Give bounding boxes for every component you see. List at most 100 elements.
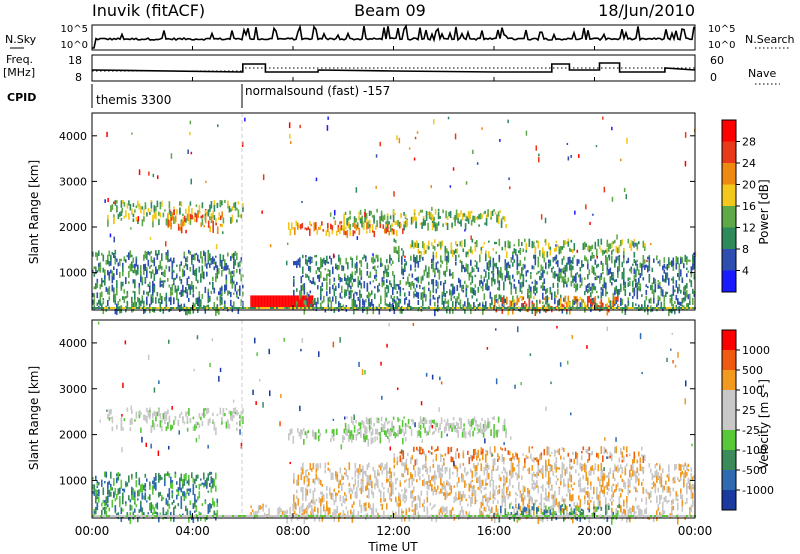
echo-cell	[530, 453, 532, 460]
echo-cell	[464, 483, 466, 488]
echo-cell	[257, 505, 260, 513]
echo-cell	[600, 291, 603, 299]
echo-cell	[548, 259, 550, 263]
echo-cell	[572, 307, 574, 309]
echo-cell	[372, 280, 375, 283]
echo-cell	[611, 255, 613, 263]
echo-cell	[452, 271, 454, 278]
echo-cell	[614, 239, 616, 244]
echo-cell	[444, 279, 447, 284]
power-colorbar-label: Power [dB]	[757, 179, 771, 244]
echo-cell	[503, 303, 505, 306]
echo-cell	[326, 258, 328, 264]
echo-cell	[242, 416, 244, 425]
echo-cell	[615, 246, 618, 253]
echo-cell	[216, 202, 219, 209]
echo-cell	[357, 511, 360, 516]
echo-cell	[219, 262, 222, 267]
echo-cell	[128, 307, 130, 309]
echo-cell	[680, 289, 682, 294]
echo-cell	[309, 221, 311, 225]
echo-cell	[236, 427, 238, 431]
echo-cell	[318, 515, 321, 522]
echo-cell	[165, 473, 168, 476]
echo-cell	[221, 260, 223, 267]
echo-cell	[180, 261, 183, 266]
echo-cell	[106, 131, 108, 138]
echo-cell	[112, 307, 114, 309]
echo-cell	[292, 227, 295, 230]
echo-cell	[476, 298, 478, 302]
echo-cell	[494, 211, 497, 215]
echo-cell	[531, 458, 534, 462]
echo-cell	[321, 496, 324, 502]
echo-cell	[421, 222, 423, 229]
echo-cell	[194, 510, 196, 513]
echo-cell	[514, 307, 516, 309]
echo-cell	[362, 257, 364, 260]
echo-cell	[518, 239, 520, 247]
echo-cell	[668, 308, 670, 316]
echo-cell	[186, 480, 189, 484]
echo-cell	[366, 495, 369, 498]
echo-cell	[134, 264, 136, 269]
echo-cell	[581, 279, 583, 286]
echo-cell	[387, 487, 390, 492]
echo-cell	[448, 307, 450, 309]
echo-cell	[131, 296, 133, 304]
echo-cell	[173, 210, 175, 214]
echo-cell	[572, 303, 574, 307]
echo-cell	[498, 304, 501, 309]
echo-cell	[372, 266, 375, 270]
echo-cell	[431, 223, 434, 231]
echo-cell	[488, 240, 490, 243]
echo-cell	[531, 281, 534, 284]
echo-cell	[119, 488, 121, 494]
echo-cell	[455, 301, 457, 310]
echo-cell	[207, 419, 210, 426]
echo-cell	[315, 177, 318, 182]
echo-cell	[651, 267, 654, 273]
echo-cell	[608, 245, 610, 252]
echo-cell	[591, 302, 594, 307]
echo-cell	[360, 506, 363, 513]
echo-cell	[438, 491, 441, 495]
echo-cell	[349, 230, 352, 236]
echo-cell	[618, 244, 621, 249]
echo-cell	[458, 477, 460, 483]
echo-cell	[467, 211, 470, 219]
echo-cell	[332, 284, 334, 290]
echo-cell	[585, 257, 588, 262]
echo-cell	[179, 292, 181, 295]
echo-cell	[167, 422, 169, 429]
echo-cell	[452, 283, 454, 291]
echo-cell	[590, 307, 592, 309]
echo-cell	[93, 293, 96, 299]
echo-cell	[327, 507, 330, 516]
echo-cell	[513, 259, 516, 263]
echo-cell	[653, 277, 655, 284]
echo-cell	[132, 515, 135, 520]
echo-cell	[551, 267, 553, 273]
echo-cell	[236, 252, 238, 261]
echo-cell	[110, 471, 112, 479]
echo-cell	[520, 307, 522, 309]
echo-cell	[597, 275, 600, 278]
echo-cell	[461, 284, 463, 292]
echo-cell	[240, 299, 243, 307]
echo-cell	[349, 215, 351, 220]
echo-cell	[350, 487, 352, 492]
echo-cell	[579, 296, 582, 300]
echo-cell	[657, 296, 660, 301]
echo-cell	[506, 268, 508, 273]
echo-cell	[467, 301, 469, 309]
echo-cell	[330, 472, 333, 480]
echo-cell	[513, 508, 516, 516]
echo-cell	[233, 202, 235, 208]
echo-cell	[538, 156, 540, 163]
echo-cell	[363, 502, 366, 510]
echo-cell	[393, 191, 395, 197]
echo-cell	[564, 264, 567, 273]
echo-cell	[156, 269, 159, 274]
echo-cell	[170, 297, 172, 306]
